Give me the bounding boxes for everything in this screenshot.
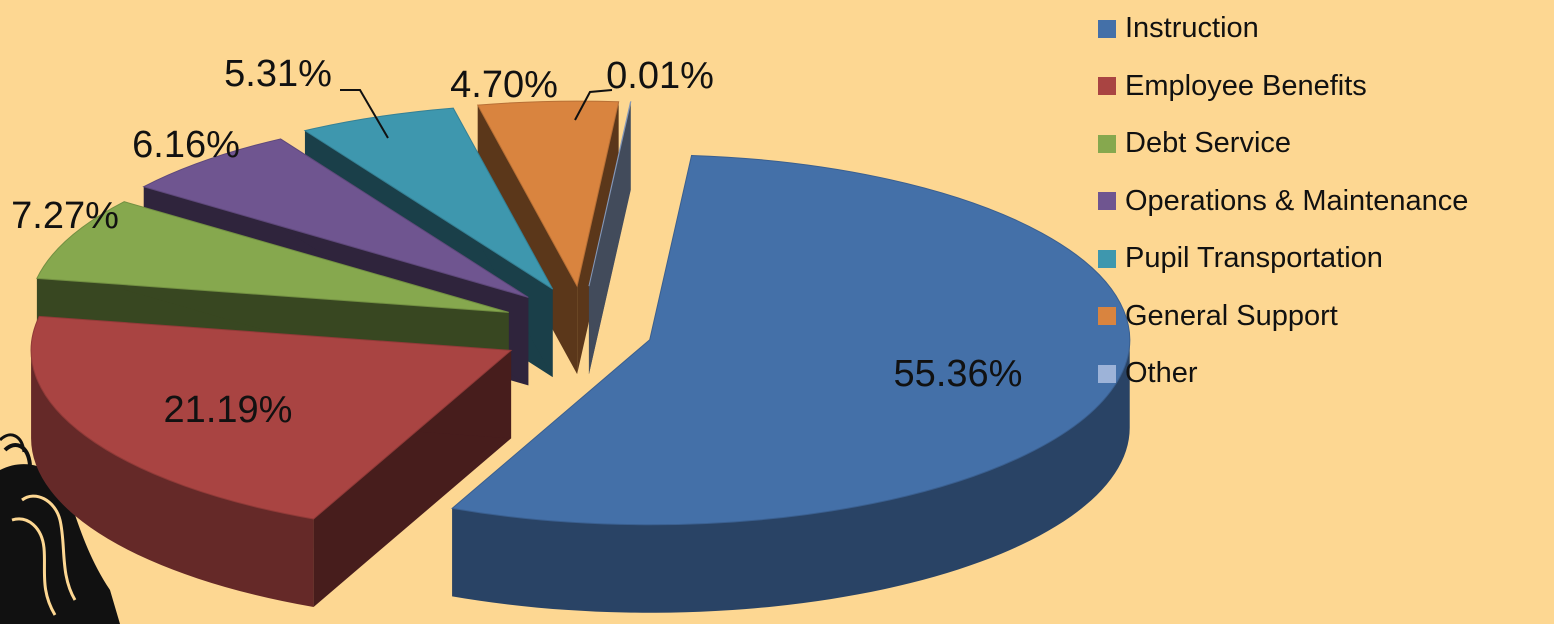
pie-slice xyxy=(451,154,1131,613)
legend-swatch xyxy=(1098,364,1116,383)
legend-label: Pupil Transportation xyxy=(1125,242,1383,275)
pie-slice xyxy=(30,315,513,607)
legend-swatch xyxy=(1098,249,1116,268)
data-label: 7.27% xyxy=(11,195,119,237)
leader-line xyxy=(574,89,613,121)
legend-label: Operations & Maintenance xyxy=(1125,184,1469,217)
legend-label: Debt Service xyxy=(1125,127,1292,160)
legend-swatch xyxy=(1098,19,1116,38)
chart-legend: Instruction Employee Benefits Debt Service… xyxy=(1098,0,1548,403)
data-label: 6.16% xyxy=(132,124,240,166)
legend-swatch xyxy=(1098,134,1116,153)
data-label: 21.19% xyxy=(164,389,293,431)
legend-item: Other xyxy=(1098,345,1548,403)
legend-item: Employee Benefits xyxy=(1098,58,1548,116)
legend-label: Other xyxy=(1125,357,1198,390)
leader-line xyxy=(340,89,389,139)
data-label: 5.31% xyxy=(224,53,332,95)
data-label: 0.01% xyxy=(606,55,714,97)
legend-item: General Support xyxy=(1098,288,1548,346)
legend-item: Debt Service xyxy=(1098,115,1548,173)
legend-label: Employee Benefits xyxy=(1125,69,1367,102)
legend-label: Instruction xyxy=(1125,12,1259,45)
feather-mascot-icon xyxy=(0,433,120,624)
legend-swatch xyxy=(1098,307,1116,326)
legend-item: Pupil Transportation xyxy=(1098,230,1548,288)
legend-label: General Support xyxy=(1125,299,1338,332)
legend-swatch xyxy=(1098,192,1116,211)
legend-swatch xyxy=(1098,77,1116,96)
legend-item: Instruction xyxy=(1098,0,1548,58)
pie-slice xyxy=(588,101,632,375)
data-label: 4.70% xyxy=(450,64,558,106)
legend-item: Operations & Maintenance xyxy=(1098,173,1548,231)
data-label: 55.36% xyxy=(894,353,1023,395)
